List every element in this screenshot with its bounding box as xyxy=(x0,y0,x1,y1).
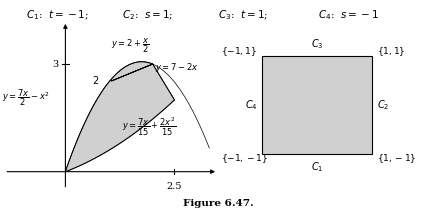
Polygon shape xyxy=(65,62,174,172)
Text: $C_4$: $C_4$ xyxy=(245,98,258,112)
Text: $\{-1, -1\}$: $\{-1, -1\}$ xyxy=(221,152,268,165)
Polygon shape xyxy=(65,62,174,172)
Bar xyxy=(262,56,372,154)
Text: Figure 6.47.: Figure 6.47. xyxy=(183,199,253,208)
Text: 3: 3 xyxy=(53,60,59,68)
Text: $y = 7 - 2x$: $y = 7 - 2x$ xyxy=(155,61,198,74)
Text: $\{1, 1\}$: $\{1, 1\}$ xyxy=(377,45,405,58)
Text: $C_4$:  $s = -1$: $C_4$: $s = -1$ xyxy=(318,8,379,22)
Text: $C_1$:  $t = -1$;: $C_1$: $t = -1$; xyxy=(26,8,89,22)
Text: $C_1$: $C_1$ xyxy=(311,160,324,174)
Text: $y = \dfrac{7x}{2} - x^2$: $y = \dfrac{7x}{2} - x^2$ xyxy=(2,88,50,108)
Text: $C_2$: $C_2$ xyxy=(377,98,389,112)
Text: $C_3$:  $t = 1$;: $C_3$: $t = 1$; xyxy=(218,8,268,22)
Text: $y = \dfrac{7x}{15} + \dfrac{2x^2}{15}$: $y = \dfrac{7x}{15} + \dfrac{2x^2}{15}$ xyxy=(122,116,176,138)
Text: $\{1, -1\}$: $\{1, -1\}$ xyxy=(377,152,416,165)
Text: 2.5: 2.5 xyxy=(167,182,182,191)
Text: $C_3$: $C_3$ xyxy=(311,37,324,51)
Text: $2$: $2$ xyxy=(92,74,99,86)
Text: $y = 2 + \dfrac{x}{2}$: $y = 2 + \dfrac{x}{2}$ xyxy=(111,37,150,55)
Text: $\{-1, 1\}$: $\{-1, 1\}$ xyxy=(221,45,257,58)
Text: $C_2$:  $s = 1$;: $C_2$: $s = 1$; xyxy=(122,8,174,22)
